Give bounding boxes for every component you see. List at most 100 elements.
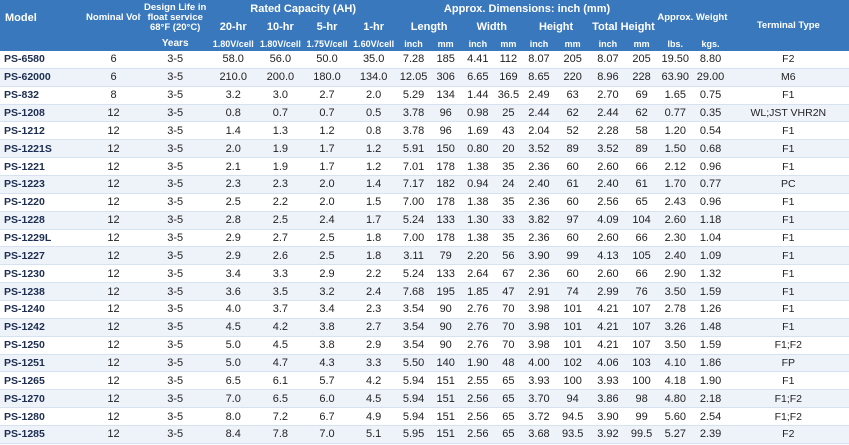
cell-width-inch: 2.76 (461, 336, 495, 355)
cell-width-inch: 0.98 (461, 104, 495, 123)
cell-total-height-mm: 58 (626, 121, 658, 141)
table-row: PS-1238 12 3-5 3.6 3.5 3.2 2.4 7.68 195 1.85 47 2.9… (0, 282, 849, 302)
cell-voltage: 12 (86, 175, 141, 194)
cell-design-life: 3-5 (140, 318, 210, 337)
cell-weight-kgs: 29.00 (693, 68, 728, 87)
cell-cap-1hr: 2.3 (350, 300, 397, 319)
cell-total-height-mm: 66 (626, 157, 658, 177)
cell-height-mm: 94 (555, 389, 590, 409)
cell-cap-20hr: 2.3 (209, 175, 258, 194)
cell-total-height-mm: 99.5 (626, 425, 658, 444)
cell-weight-kgs: 1.04 (693, 229, 728, 248)
table-row: PS-1223 12 3-5 2.3 2.3 2.0 1.4 7.17 182 0.94 24 2.4… (0, 175, 849, 194)
cell-voltage: 12 (86, 300, 141, 319)
cell-design-life: 3-5 (140, 425, 210, 444)
table-row: PS-1265 12 3-5 6.5 6.1 5.7 4.2 5.94 151 2.55 65 3.9… (0, 371, 849, 391)
cell-cap-5hr: 2.5 (303, 229, 351, 248)
header-unit: inch (461, 36, 495, 51)
cell-length-mm: 96 (430, 104, 462, 123)
cell-terminal-type: F1 (727, 157, 849, 177)
cell-design-life: 3-5 (140, 51, 210, 69)
cell-length-mm: 134 (430, 86, 462, 105)
cell-height-mm: 94.5 (555, 407, 590, 427)
cell-cap-20hr: 2.5 (209, 193, 258, 212)
cell-height-inch: 3.72 (522, 407, 556, 427)
cell-height-inch: 2.36 (522, 157, 556, 177)
cell-terminal-type: F1 (727, 318, 849, 337)
cell-cap-20hr: 7.0 (209, 389, 258, 409)
cell-total-height-inch: 2.44 (589, 104, 627, 123)
cell-length-inch: 7.68 (396, 282, 431, 302)
cell-total-height-inch: 4.06 (589, 354, 627, 373)
cell-height-inch: 3.90 (522, 246, 556, 266)
cell-width-inch: 4.41 (461, 51, 495, 69)
cell-cap-5hr: 7.0 (303, 425, 351, 444)
cell-model: PS-1270 (0, 389, 87, 409)
cell-cap-1hr: 3.3 (350, 354, 397, 373)
cell-terminal-type: F1 (727, 86, 849, 105)
cell-voltage: 12 (86, 336, 141, 355)
cell-length-inch: 7.00 (396, 229, 431, 248)
cell-design-life: 3-5 (140, 336, 210, 355)
cell-width-mm: 24 (494, 175, 523, 194)
cell-width-mm: 70 (494, 300, 523, 319)
cell-length-mm: 195 (430, 282, 462, 302)
header-design-life-line1: Design Life in (144, 2, 207, 13)
cell-length-mm: 90 (430, 300, 462, 319)
cell-height-inch: 3.52 (522, 139, 556, 159)
cell-width-inch: 1.38 (461, 229, 495, 248)
cell-height-inch: 2.36 (522, 264, 556, 284)
cell-terminal-type: F1;F2 (727, 336, 849, 355)
cell-length-mm: 306 (430, 68, 462, 87)
cell-length-mm: 178 (430, 157, 462, 177)
cell-width-mm: 65 (494, 425, 523, 444)
cell-voltage: 12 (86, 371, 141, 391)
cell-cap-1hr: 4.2 (350, 371, 397, 391)
cell-width-mm: 67 (494, 264, 523, 284)
cell-total-height-inch: 8.96 (589, 68, 627, 87)
table-row: PS-1227 12 3-5 2.9 2.6 2.5 1.8 3.11 79 2.20 56 3.90… (0, 246, 849, 266)
cell-weight-kgs: 1.59 (693, 282, 728, 302)
cell-length-inch: 5.29 (396, 86, 431, 105)
cell-cap-20hr: 6.5 (209, 371, 258, 391)
cell-design-life: 3-5 (140, 246, 210, 266)
table-row: PS-1242 12 3-5 4.5 4.2 3.8 2.7 3.54 90 2.76 70 3.98… (0, 318, 849, 337)
cell-width-inch: 0.80 (461, 139, 495, 159)
table-row: PS-1212 12 3-5 1.4 1.3 1.2 0.8 3.78 96 1.69 43 2.04… (0, 121, 849, 141)
cell-cap-5hr: 2.7 (303, 86, 351, 105)
cell-weight-lbs: 2.60 (657, 211, 694, 230)
cell-weight-lbs: 19.50 (657, 51, 694, 69)
cell-weight-kgs: 1.32 (693, 264, 728, 284)
cell-length-mm: 151 (430, 389, 462, 409)
cell-total-height-inch: 4.21 (589, 336, 627, 355)
header-design-life: Design Life in float service 68°F (20°C) (140, 0, 210, 36)
cell-height-inch: 3.98 (522, 300, 556, 319)
cell-width-inch: 1.85 (461, 282, 495, 302)
cell-voltage: 12 (86, 229, 141, 248)
cell-width-inch: 6.65 (461, 68, 495, 87)
cell-height-mm: 89 (555, 139, 590, 159)
cell-weight-kgs: 1.09 (693, 246, 728, 266)
cell-length-mm: 178 (430, 229, 462, 248)
cell-cap-10hr: 56.0 (257, 51, 304, 69)
cell-length-mm: 182 (430, 175, 462, 194)
cell-model: PS-1250 (0, 336, 87, 355)
cell-total-height-inch: 2.99 (589, 282, 627, 302)
cell-height-inch: 8.07 (522, 51, 556, 69)
cell-weight-lbs: 1.70 (657, 175, 694, 194)
cell-height-inch: 3.93 (522, 371, 556, 391)
table-row: PS-1208 12 3-5 0.8 0.7 0.7 0.5 3.78 96 0.98 25 2.44… (0, 104, 849, 123)
cell-width-mm: 35 (494, 193, 523, 212)
cell-length-mm: 133 (430, 211, 462, 230)
cell-length-inch: 7.00 (396, 193, 431, 212)
cell-length-mm: 151 (430, 407, 462, 427)
cell-cap-5hr: 2.0 (303, 193, 351, 212)
cell-weight-lbs: 2.78 (657, 300, 694, 319)
cell-length-mm: 185 (430, 51, 462, 69)
header-v-5hr: 1.75V/cell (303, 36, 351, 51)
cell-height-mm: 93.5 (555, 425, 590, 444)
cell-length-inch: 5.94 (396, 389, 431, 409)
cell-length-mm: 79 (430, 246, 462, 266)
cell-total-height-mm: 76 (626, 282, 658, 302)
cell-weight-lbs: 2.12 (657, 157, 694, 177)
